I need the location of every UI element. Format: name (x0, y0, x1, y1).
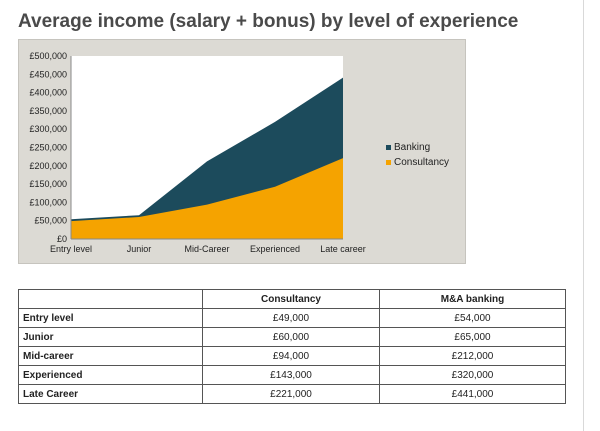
banking-cell: £320,000 (379, 365, 566, 385)
area-chart: £0 £50,000 £100,000 £150,000 £200,000 £250,00… (29, 51, 366, 254)
y-tick-label: £0 (57, 234, 67, 244)
row-label: Late Career (18, 384, 203, 404)
income-table: Consultancy M&A banking Entry level £49,… (18, 289, 566, 404)
banking-cell: £441,000 (379, 384, 566, 404)
consultancy-cell: £49,000 (202, 308, 380, 328)
table-row: Late Career £221,000 £441,000 (18, 384, 566, 404)
banking-cell: £212,000 (379, 346, 566, 366)
consultancy-cell: £60,000 (202, 327, 380, 347)
y-tick-label: £350,000 (29, 106, 67, 116)
table-header-row: Consultancy M&A banking (18, 289, 566, 309)
table-row: Mid-career £94,000 £212,000 (18, 346, 566, 366)
x-tick-label: Entry level (50, 244, 92, 254)
table-header-blank (18, 289, 203, 309)
table-header-banking: M&A banking (379, 289, 566, 309)
row-label: Mid-career (18, 346, 203, 366)
consultancy-cell: £94,000 (202, 346, 380, 366)
y-tick-label: £150,000 (29, 179, 67, 189)
x-tick-label: Mid-Career (184, 244, 229, 254)
x-tick-label: Junior (127, 244, 152, 254)
area-series-consultancy (71, 158, 343, 239)
page-divider (583, 0, 584, 431)
legend-item-banking: Banking (386, 140, 449, 155)
legend-item-consultancy: Consultancy (386, 155, 449, 170)
page-title: Average income (salary + bonus) by level… (18, 11, 519, 32)
table-header-consultancy: Consultancy (202, 289, 380, 309)
legend-swatch-consultancy (386, 160, 391, 165)
y-tick-label: £100,000 (29, 197, 67, 207)
row-label: Entry level (18, 308, 203, 328)
table-row: Entry level £49,000 £54,000 (18, 308, 566, 328)
y-tick-label: £250,000 (29, 143, 67, 153)
legend-label-consultancy: Consultancy (394, 157, 450, 168)
chart-panel: £0 £50,000 £100,000 £150,000 £200,000 £250,00… (18, 39, 466, 264)
x-tick-label: Experienced (250, 244, 300, 254)
consultancy-cell: £221,000 (202, 384, 380, 404)
consultancy-cell: £143,000 (202, 365, 380, 385)
table-row: Experienced £143,000 £320,000 (18, 365, 566, 385)
row-label: Experienced (18, 365, 203, 385)
table-row: Junior £60,000 £65,000 (18, 327, 566, 347)
y-tick-label: £300,000 (29, 124, 67, 134)
row-label: Junior (18, 327, 203, 347)
legend-swatch-banking (386, 145, 391, 150)
y-tick-label: £200,000 (29, 161, 67, 171)
y-tick-label: £500,000 (29, 51, 67, 61)
y-tick-label: £400,000 (29, 88, 67, 98)
y-tick-label: £450,000 (29, 69, 67, 79)
legend-label-banking: Banking (394, 142, 431, 153)
x-tick-label: Late career (320, 244, 366, 254)
banking-cell: £54,000 (379, 308, 566, 328)
y-tick-label: £50,000 (34, 216, 67, 226)
chart-legend: Banking Consultancy (386, 140, 449, 170)
banking-cell: £65,000 (379, 327, 566, 347)
